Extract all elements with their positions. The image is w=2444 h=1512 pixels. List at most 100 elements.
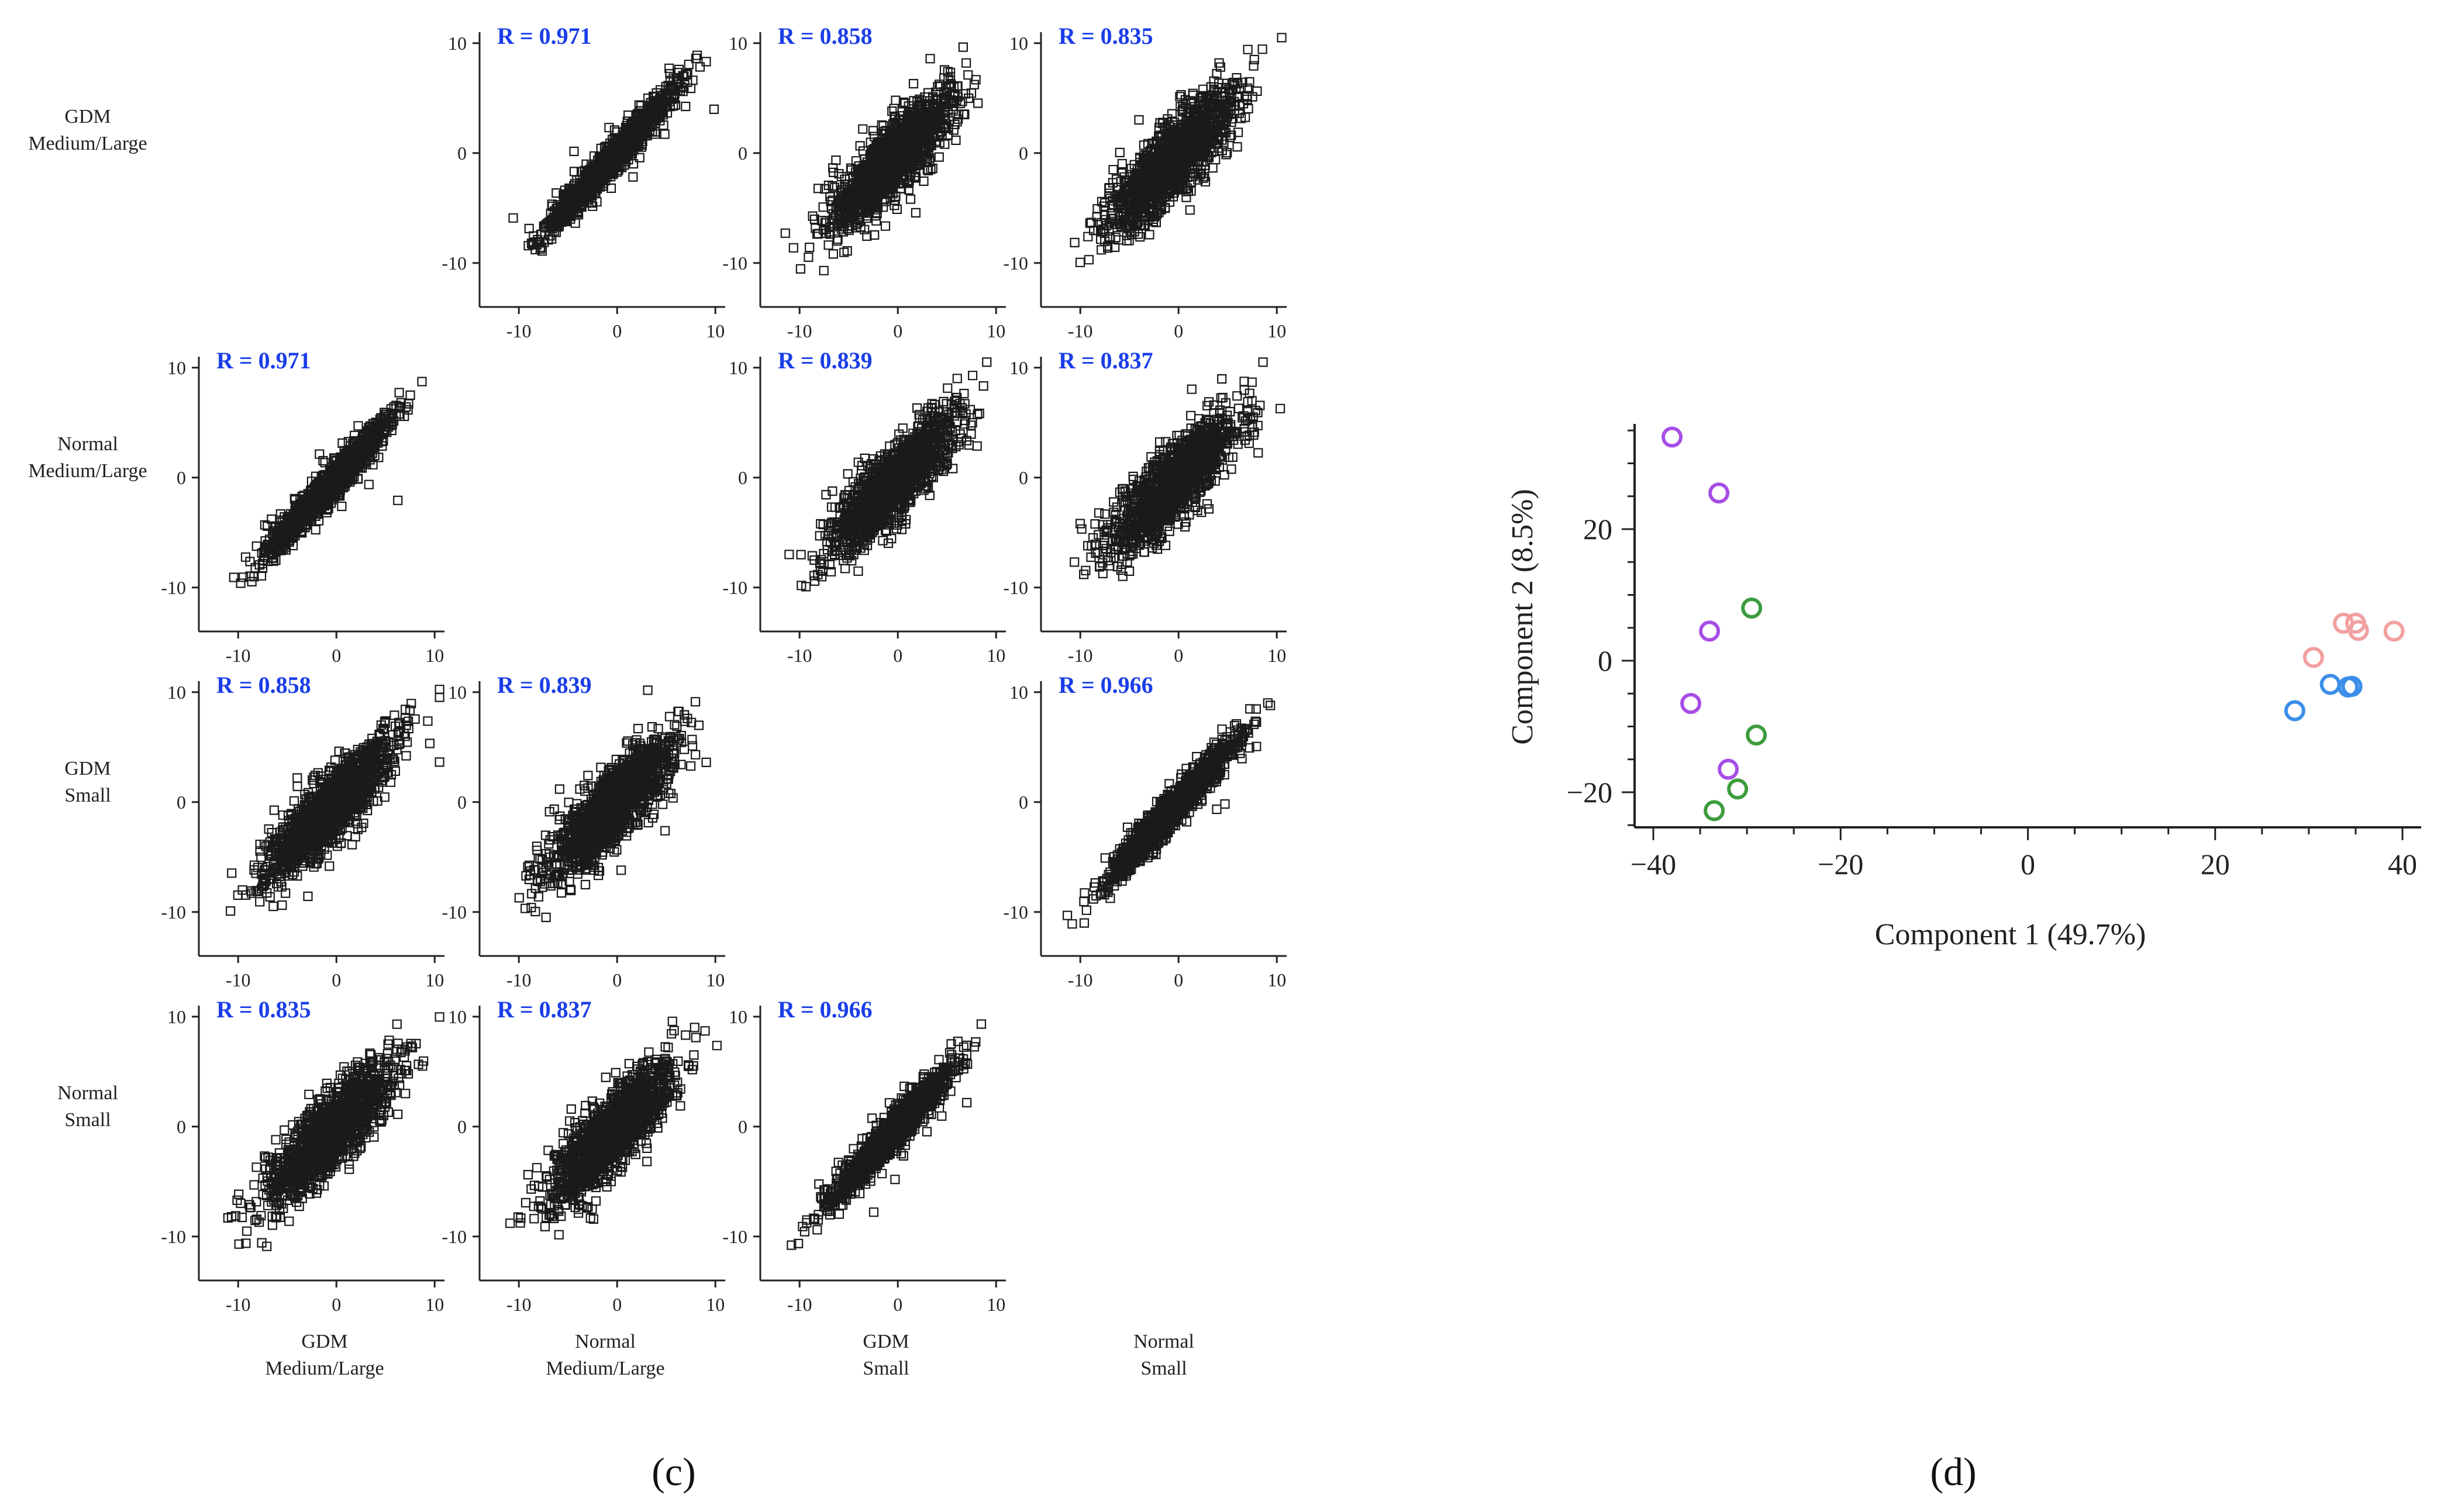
r-value-label: R = 0.837 bbox=[1059, 347, 1153, 374]
scatter-panel-0-1: -10 0 10 -10 0 10 R = 0.971 bbox=[442, 23, 725, 341]
r-value-label: R = 0.839 bbox=[497, 672, 592, 698]
y-tick-label: 10 bbox=[448, 682, 467, 703]
x-tick-label: 0 bbox=[893, 320, 902, 341]
row-label-0: GDM Medium/Large bbox=[28, 106, 147, 154]
x-tick-label: -10 bbox=[787, 320, 812, 341]
pca-x-tick-label: −40 bbox=[1631, 848, 1676, 881]
col-label-2: GDM Small bbox=[863, 1331, 909, 1379]
y-tick-label: 10 bbox=[1009, 682, 1028, 703]
x-tick-label: 10 bbox=[706, 320, 725, 341]
row-label-line: GDM bbox=[64, 758, 111, 779]
pca-point bbox=[2348, 620, 2369, 641]
pca-y-tick-label: 0 bbox=[1598, 644, 1612, 677]
col-label-line: GDM bbox=[301, 1331, 347, 1352]
y-tick-label: 10 bbox=[448, 1006, 467, 1027]
r-value-label: R = 0.835 bbox=[1059, 23, 1153, 49]
scatter-panel-2-0: -10 0 10 -10 0 10 R = 0.858 bbox=[161, 672, 444, 990]
y-tick-label: 0 bbox=[457, 143, 467, 164]
pca-point bbox=[1680, 693, 1702, 714]
pca-point bbox=[1718, 758, 1739, 780]
scatter-points bbox=[787, 1019, 987, 1250]
y-tick-label: 0 bbox=[457, 1116, 467, 1137]
scatter-panel-2-1: -10 0 10 -10 0 10 R = 0.839 bbox=[442, 672, 725, 990]
x-tick-label: -10 bbox=[506, 1294, 532, 1315]
y-tick-label: 10 bbox=[167, 682, 186, 703]
y-tick-label: 0 bbox=[177, 467, 186, 488]
pca-point bbox=[1699, 620, 1721, 642]
y-tick-label: 0 bbox=[1019, 792, 1028, 813]
pca-point bbox=[1661, 426, 1683, 448]
r-value-label: R = 0.971 bbox=[497, 23, 592, 49]
scatter-panel-1-3: -10 0 10 -10 0 10 R = 0.837 bbox=[1003, 347, 1287, 666]
y-tick-label: 0 bbox=[738, 1116, 747, 1137]
col-label-line: Normal bbox=[575, 1331, 636, 1352]
scatter-points bbox=[226, 685, 444, 916]
y-tick-label: 0 bbox=[738, 467, 747, 488]
r-value-label: R = 0.971 bbox=[216, 347, 311, 374]
x-tick-label: -10 bbox=[506, 320, 532, 341]
y-tick-label: 10 bbox=[729, 1006, 747, 1027]
x-tick-label: 0 bbox=[612, 320, 622, 341]
x-tick-label: 0 bbox=[332, 645, 341, 666]
y-tick-label: 10 bbox=[1009, 357, 1028, 378]
row-label-line: Medium/Large bbox=[28, 133, 147, 154]
x-tick-label: -10 bbox=[787, 645, 812, 666]
pca-scatter-plot: −40 −20 0 20 40 −20 0 20 Component 1 (49.7%) Comp… bbox=[1506, 424, 2421, 951]
y-tick-label: 10 bbox=[729, 33, 747, 54]
r-value-label: R = 0.837 bbox=[497, 996, 592, 1023]
x-tick-label: -10 bbox=[226, 645, 251, 666]
pca-y-axis-title: Component 2 (8.5%) bbox=[1506, 489, 1539, 745]
row-label-line: Medium/Large bbox=[28, 460, 147, 482]
scatter-points bbox=[780, 42, 983, 275]
pca-point bbox=[1727, 778, 1749, 800]
scatter-points bbox=[514, 685, 711, 923]
x-tick-label: 0 bbox=[332, 1294, 341, 1315]
col-label-line: Normal bbox=[1133, 1331, 1194, 1352]
col-label-line: Medium/Large bbox=[546, 1358, 664, 1379]
x-tick-label: 10 bbox=[706, 969, 725, 990]
pca-point bbox=[2302, 647, 2324, 668]
x-tick-label: -10 bbox=[226, 969, 251, 990]
x-tick-label: 0 bbox=[1174, 969, 1183, 990]
x-tick-label: 10 bbox=[425, 969, 444, 990]
y-tick-label: 0 bbox=[1019, 143, 1028, 164]
row-label-line: Small bbox=[64, 785, 111, 806]
row-label-1: Normal Medium/Large bbox=[28, 433, 147, 482]
pca-y-tick-label: −20 bbox=[1567, 776, 1612, 809]
x-tick-label: -10 bbox=[1068, 645, 1093, 666]
scatter-points bbox=[505, 1016, 722, 1240]
pca-series-0 bbox=[1661, 426, 1739, 780]
x-tick-label: 10 bbox=[1267, 969, 1286, 990]
scatter-points bbox=[1070, 33, 1287, 267]
row-label-2: GDM Small bbox=[64, 758, 111, 806]
pca-point bbox=[2341, 675, 2363, 697]
y-tick-label: -10 bbox=[1003, 902, 1028, 923]
y-tick-label: 0 bbox=[177, 792, 186, 813]
y-tick-label: -10 bbox=[722, 577, 747, 598]
y-tick-label: 10 bbox=[448, 33, 467, 54]
y-tick-label: 10 bbox=[729, 357, 747, 378]
row-label-line: Small bbox=[64, 1109, 111, 1131]
y-tick-label: -10 bbox=[161, 1226, 186, 1247]
scatter-panel-1-0: -10 0 10 -10 0 10 R = 0.971 bbox=[161, 347, 444, 666]
x-tick-label: 10 bbox=[987, 1294, 1005, 1315]
scatter-points bbox=[784, 357, 992, 592]
pca-x-tick-label: −20 bbox=[1818, 848, 1863, 881]
pca-series-1 bbox=[1704, 598, 1767, 821]
pca-x-tick-label: 20 bbox=[2201, 848, 2230, 881]
row-label-3: Normal Small bbox=[57, 1082, 118, 1131]
x-tick-label: -10 bbox=[226, 1294, 251, 1315]
scatter-points bbox=[223, 1012, 444, 1251]
y-tick-label: 0 bbox=[738, 143, 747, 164]
pca-point bbox=[1704, 800, 1725, 821]
scatter-panel-2-3: -10 0 10 -10 0 10 R = 0.966 bbox=[1003, 672, 1287, 990]
y-tick-label: -10 bbox=[722, 253, 747, 274]
x-tick-label: 10 bbox=[425, 645, 444, 666]
col-label-1: Normal Medium/Large bbox=[546, 1331, 664, 1379]
r-value-label: R = 0.858 bbox=[216, 672, 311, 698]
panel-d-label: (d) bbox=[1930, 1449, 1976, 1494]
scatter-panel-1-2: -10 0 10 -10 0 10 R = 0.839 bbox=[722, 347, 1006, 666]
pca-point bbox=[1741, 598, 1763, 619]
col-label-line: Medium/Large bbox=[265, 1358, 384, 1379]
